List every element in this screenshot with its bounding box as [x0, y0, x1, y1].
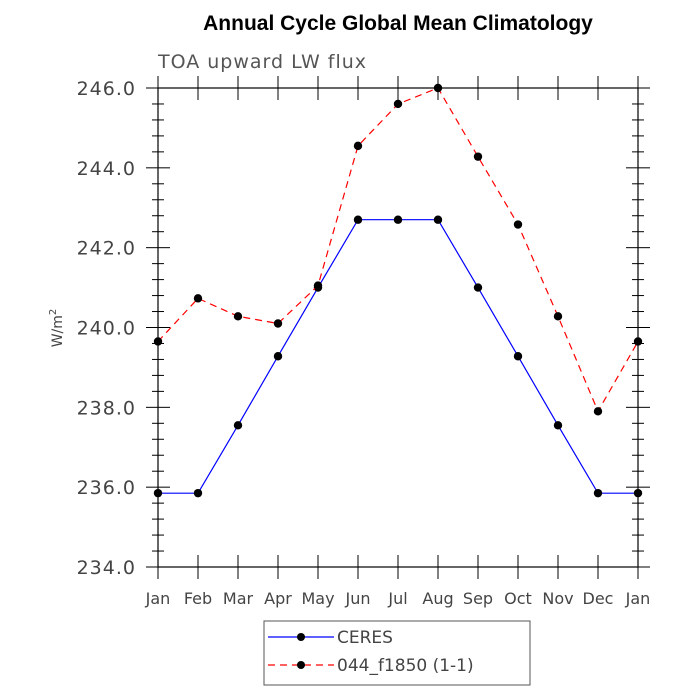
data-point-1-1 — [193, 294, 203, 303]
y-tick-label: 246.0 — [77, 78, 136, 100]
legend-box — [263, 620, 531, 686]
data-point-0-8 — [473, 283, 483, 292]
y-tick-label: 240.0 — [77, 318, 136, 340]
data-point-1-6 — [393, 99, 403, 109]
data-point-1-12 — [633, 337, 643, 346]
data-point-1-4 — [313, 281, 323, 290]
legend-model-marker — [297, 661, 305, 669]
data-point-1-8 — [473, 152, 483, 161]
data-point-1-7 — [433, 83, 443, 93]
data-point-0-7 — [433, 215, 443, 224]
y-tick-label: 242.0 — [77, 238, 136, 260]
y-tick-label: 236.0 — [77, 477, 136, 499]
x-tick-label: Jul — [387, 589, 407, 608]
x-tick-label: Jan — [625, 589, 651, 608]
data-point-0-2 — [233, 421, 243, 430]
data-point-1-10 — [553, 312, 563, 321]
data-point-0-6 — [393, 215, 403, 224]
plot-frame — [157, 87, 639, 568]
chart-subtitle: TOA upward LW flux — [157, 51, 367, 73]
y-tick-label: 234.0 — [77, 557, 136, 579]
data-point-1-9 — [513, 220, 523, 229]
legend-ceres-marker — [297, 633, 305, 641]
legend: CERES 044_f1850 (1-1) — [263, 620, 531, 686]
data-point-0-12 — [633, 488, 643, 498]
legend-model-label: 044_f1850 (1-1) — [337, 656, 474, 676]
x-tick-label: Dec — [583, 589, 614, 608]
legend-ceres-label: CERES — [337, 628, 393, 648]
chart-title: Annual Cycle Global Mean Climatology — [203, 12, 593, 35]
series-line-0 — [158, 219, 638, 494]
data-point-0-3 — [273, 352, 283, 361]
y-axis-label: W/m2 — [48, 309, 66, 348]
data-point-1-3 — [273, 319, 283, 328]
x-tick-label: Nov — [542, 589, 573, 608]
x-tick-label: Feb — [184, 589, 212, 608]
x-tick-label: Mar — [223, 589, 254, 608]
x-tick-label: Oct — [504, 589, 532, 608]
x-tick-label: Jun — [345, 589, 371, 608]
x-tick-label: Aug — [422, 589, 453, 608]
data-point-1-0 — [153, 337, 163, 346]
data-point-0-0 — [153, 488, 163, 498]
data-point-0-9 — [513, 352, 523, 361]
x-tick-label: May — [301, 589, 334, 608]
data-point-0-10 — [553, 421, 563, 430]
x-tick-label: Jan — [145, 589, 171, 608]
data-point-1-2 — [233, 312, 243, 321]
series-layer — [153, 83, 643, 498]
data-point-0-1 — [193, 488, 203, 498]
data-point-1-5 — [353, 141, 363, 151]
y-tick-label: 244.0 — [77, 158, 136, 180]
y-tick-label: 238.0 — [77, 397, 136, 419]
data-point-0-5 — [353, 215, 363, 224]
x-tick-label: Apr — [264, 589, 292, 608]
data-point-1-11 — [593, 407, 603, 416]
data-point-0-11 — [593, 488, 603, 498]
axes: 234.0 236.0 238.0 240.0 242.0 244.0 246.0 Jan Fe… — [77, 76, 651, 608]
series-line-1 — [157, 87, 639, 413]
x-tick-label: Sep — [463, 589, 493, 608]
